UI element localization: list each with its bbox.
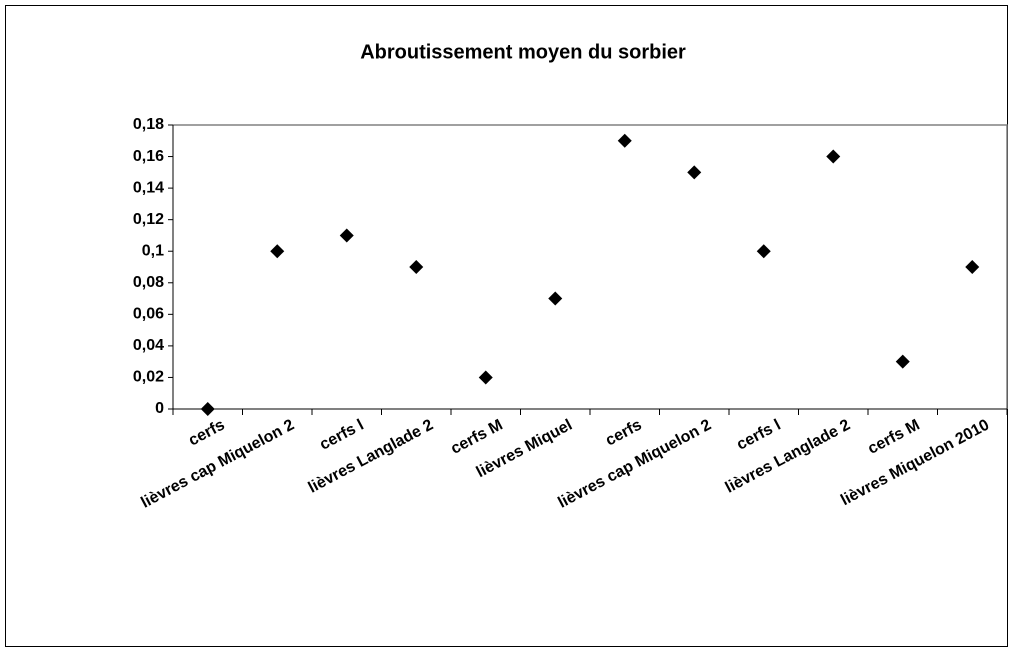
y-tick-label: 0,08 xyxy=(133,274,164,291)
point xyxy=(409,260,424,274)
point xyxy=(965,260,980,274)
y-tick-label: 0,14 xyxy=(133,179,164,196)
y-tick-label: 0,04 xyxy=(133,337,164,354)
y-tick-label: 0 xyxy=(155,400,164,417)
point xyxy=(895,354,910,369)
point xyxy=(200,402,215,416)
y-tick-label: 0,12 xyxy=(133,211,164,228)
point xyxy=(478,370,493,385)
point xyxy=(339,228,354,243)
y-tick-label: 0,1 xyxy=(142,242,164,259)
point xyxy=(270,244,285,259)
plot-border xyxy=(173,124,1008,409)
point xyxy=(687,165,702,180)
chart-frame xyxy=(5,5,1008,647)
chart-title: Abroutissement moyen du sorbier xyxy=(360,41,686,63)
y-tick-label: 0,06 xyxy=(133,306,164,323)
y-tick-label: 0,18 xyxy=(133,116,164,133)
y-tick-label: 0,16 xyxy=(133,148,164,165)
point xyxy=(617,133,632,148)
y-tick-label: 0,02 xyxy=(133,369,164,386)
point xyxy=(756,244,771,259)
point xyxy=(826,149,841,164)
point xyxy=(548,291,563,306)
